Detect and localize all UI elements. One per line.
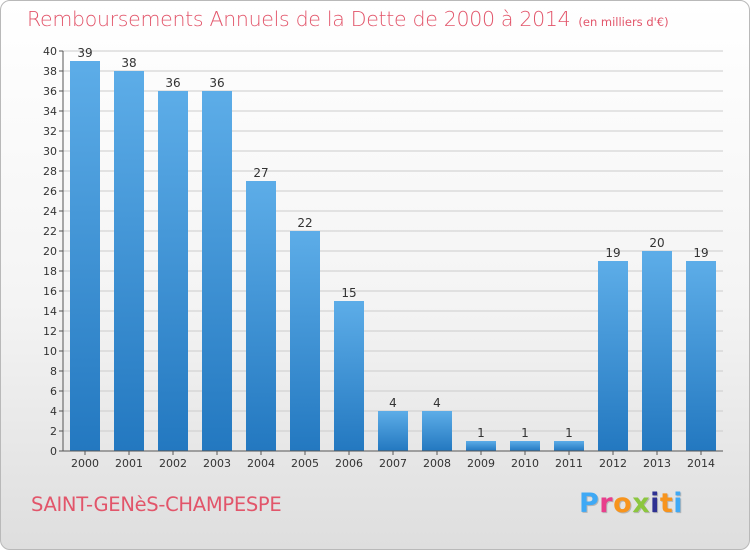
data-label-2000: 39 (77, 46, 92, 60)
data-label-2003: 36 (209, 76, 224, 90)
data-label-2004: 27 (253, 166, 268, 180)
y-tick-label: 34 (43, 105, 57, 118)
y-tick-label: 2 (50, 425, 57, 438)
bar-2004 (246, 181, 276, 451)
bar-2005 (290, 231, 320, 451)
x-tick-label-2009: 2009 (467, 457, 495, 470)
bar-2009 (466, 441, 496, 451)
data-label-2006: 15 (341, 286, 356, 300)
data-label-2014: 19 (693, 246, 708, 260)
data-label-2001: 38 (121, 56, 136, 70)
bars (70, 61, 716, 451)
bar-2008 (422, 411, 452, 451)
y-tick-label: 30 (43, 145, 57, 158)
x-tick-label-2004: 2004 (247, 457, 275, 470)
chart-unit: (en milliers d'€) (578, 15, 669, 29)
x-tick-label-2005: 2005 (291, 457, 319, 470)
bar-2013 (642, 251, 672, 451)
axes (59, 50, 723, 455)
proxiti-logo[interactable]: Proxiti (579, 488, 683, 519)
x-tick-label-2000: 2000 (71, 457, 99, 470)
city-name: SAINT-GENèS-CHAMPESPE (31, 493, 282, 516)
data-label-2002: 36 (165, 76, 180, 90)
y-tick-label: 4 (50, 405, 57, 418)
x-tick-label-2008: 2008 (423, 457, 451, 470)
logo-letter: o (613, 488, 633, 519)
data-label-2013: 20 (649, 236, 664, 250)
y-tick-label: 36 (43, 85, 57, 98)
y-tick-label: 14 (43, 305, 57, 318)
y-tick-label: 40 (43, 45, 57, 58)
bar-2001 (114, 71, 144, 451)
bar-2010 (510, 441, 540, 451)
y-tick-label: 22 (43, 225, 57, 238)
bar-2002 (158, 91, 188, 451)
logo-letter: i (673, 488, 684, 519)
x-tick-label-2007: 2007 (379, 457, 407, 470)
y-tick-label: 38 (43, 65, 57, 78)
logo-letter: t (659, 488, 674, 519)
logo-letter: i (650, 488, 660, 519)
data-label-2008: 4 (433, 396, 441, 410)
bar-2003 (202, 91, 232, 451)
y-tick-label: 24 (43, 205, 57, 218)
data-label-2009: 1 (477, 426, 485, 440)
data-label-2010: 1 (521, 426, 529, 440)
y-tick-label: 8 (50, 365, 57, 378)
y-tick-label: 20 (43, 245, 57, 258)
x-tick-label-2006: 2006 (335, 457, 363, 470)
bar-2006 (334, 301, 364, 451)
y-tick-label: 18 (43, 265, 57, 278)
y-tick-label: 0 (50, 445, 57, 458)
data-label-2007: 4 (389, 396, 397, 410)
data-label-2011: 1 (565, 426, 573, 440)
y-tick-label: 26 (43, 185, 57, 198)
chart-title: Remboursements Annuels de la Dette de 20… (27, 7, 571, 31)
y-tick-label: 28 (43, 165, 57, 178)
chart-title-block: Remboursements Annuels de la Dette de 20… (27, 7, 669, 31)
x-tick-label-2012: 2012 (599, 457, 627, 470)
y-tick-label: 12 (43, 325, 57, 338)
bar-2007 (378, 411, 408, 451)
x-tick-label-2010: 2010 (511, 457, 539, 470)
logo-letter: x (632, 488, 651, 519)
data-label-2012: 19 (605, 246, 620, 260)
y-tick-label: 6 (50, 385, 57, 398)
bar-2012 (598, 261, 628, 451)
y-tick-label: 16 (43, 285, 57, 298)
x-tick-label-2001: 2001 (115, 457, 143, 470)
logo-letter: P (579, 488, 600, 519)
data-label-2005: 22 (297, 216, 312, 230)
x-tick-label-2014: 2014 (687, 457, 715, 470)
x-tick-label-2013: 2013 (643, 457, 671, 470)
bar-2000 (70, 61, 100, 451)
x-tick-label-2011: 2011 (555, 457, 583, 470)
logo-letter: r (599, 488, 614, 519)
bar-2014 (686, 261, 716, 451)
x-tick-label-2002: 2002 (159, 457, 187, 470)
x-tick-label-2003: 2003 (203, 457, 231, 470)
bar-2011 (554, 441, 584, 451)
y-tick-label: 10 (43, 345, 57, 358)
y-tick-label: 32 (43, 125, 57, 138)
